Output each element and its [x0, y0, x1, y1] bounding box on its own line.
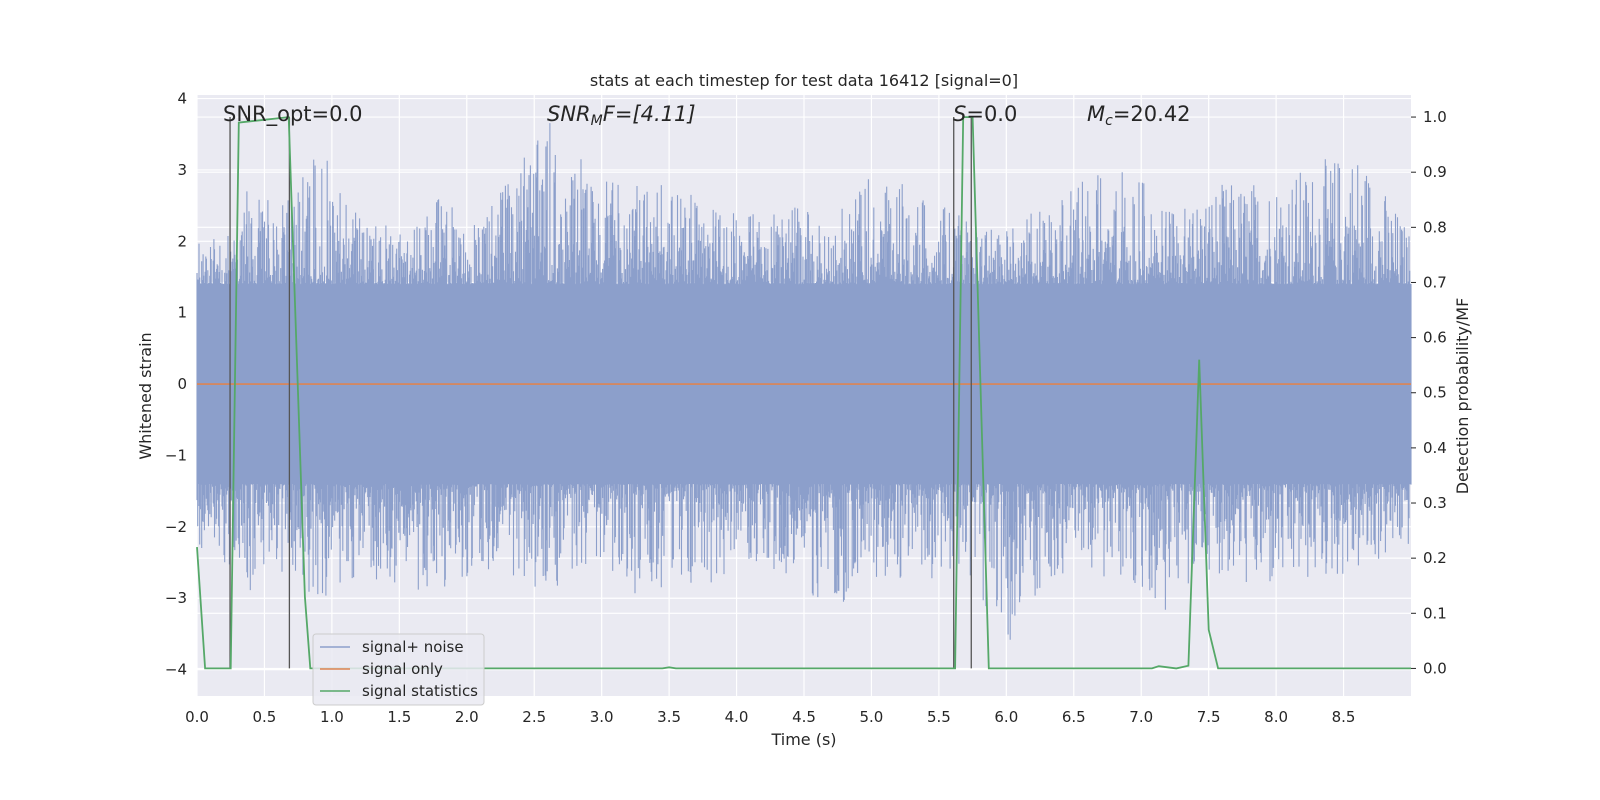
x-tick-label: 2.5	[522, 708, 546, 726]
y-right-tick-label: 0.5	[1423, 384, 1447, 402]
y-right-tick-label: 0.9	[1423, 163, 1447, 181]
annotation-snr-mf: SNRMF=[4.11]	[547, 102, 696, 129]
annotation-snr-mf-sub: M	[591, 113, 603, 129]
annotation-s-name: S	[953, 102, 966, 126]
x-axis-ticks: 0.0 0.5 1.0 1.5 2.0 2.5 3.0 3.5 4.0 4.5 5.0 5.5 6.0 6…	[185, 708, 1355, 726]
y-left-tick-label: −4	[165, 661, 187, 679]
x-tick-label: 0.0	[185, 708, 209, 726]
plot-area	[196, 116, 1412, 670]
y-left-axis-ticks: −4 −3 −2 −1 0 1 2 3 4	[165, 90, 187, 679]
x-tick-label: 4.5	[792, 708, 816, 726]
noise-strokes	[196, 123, 1412, 640]
legend: signal+ noise signal only signal statist…	[312, 633, 485, 706]
x-tick-label: 7.5	[1197, 708, 1221, 726]
x-tick-label: 7.0	[1129, 708, 1153, 726]
legend-label-signal-noise: signal+ noise	[362, 638, 464, 656]
y-left-tick-label: −1	[165, 446, 187, 464]
y-right-tick-label: 0.4	[1423, 439, 1447, 457]
annotation-mc: Mc=20.42	[1087, 102, 1191, 129]
legend-box	[312, 633, 485, 706]
y-left-tick-label: −2	[165, 518, 187, 536]
x-tick-label: 4.0	[725, 708, 749, 726]
y-right-tick-label: 0.6	[1423, 329, 1447, 347]
y-right-tick-label: 0.7	[1423, 273, 1447, 291]
x-tick-label: 2.0	[455, 708, 479, 726]
chart-title: stats at each timestep for test data 164…	[590, 71, 1018, 90]
x-tick-label: 5.0	[860, 708, 884, 726]
annotation-snr-mf-name: SNR	[547, 102, 591, 126]
vertical-markers	[229, 117, 972, 669]
y-left-axis-label: Whitened strain	[136, 332, 155, 459]
annotation-mc-rest: =20.42	[1113, 102, 1191, 126]
x-tick-label: 6.5	[1062, 708, 1086, 726]
y-right-axis-label: Detection probability/MF	[1453, 298, 1472, 495]
legend-label-signal-statistics: signal statistics	[362, 682, 478, 700]
annotation-snr-mf-rest: F=[4.11]	[603, 102, 696, 126]
y-right-tick-label: 0.1	[1423, 604, 1447, 622]
x-axis-label: Time (s)	[770, 730, 836, 749]
annotation-mc-sub: c	[1105, 113, 1113, 129]
x-tick-label: 1.5	[387, 708, 411, 726]
annotation-s-rest: =0.0	[966, 102, 1017, 126]
x-tick-label: 8.5	[1332, 708, 1356, 726]
y-right-axis-ticks: 0.0 0.1 0.2 0.3 0.4 0.5 0.6 0.7 0.8 0.9 1.0	[1411, 108, 1447, 677]
series-signal-statistics	[196, 116, 1411, 670]
y-right-tick-label: 0.0	[1423, 659, 1447, 677]
annotation-s: S=0.0	[953, 102, 1017, 126]
legend-label-signal-only: signal only	[362, 660, 443, 678]
x-tick-label: 0.5	[253, 708, 277, 726]
y-left-tick-label: 4	[177, 90, 187, 108]
x-tick-label: 6.0	[994, 708, 1018, 726]
x-tick-label: 3.0	[590, 708, 614, 726]
y-right-tick-label: 0.3	[1423, 494, 1447, 512]
y-left-tick-label: 1	[177, 304, 187, 322]
annotation-snr-opt: SNR_opt=0.0	[223, 102, 363, 127]
y-left-tick-label: 3	[177, 161, 187, 179]
x-tick-label: 1.0	[320, 708, 344, 726]
x-tick-label: 3.5	[657, 708, 681, 726]
y-left-tick-label: 0	[177, 375, 187, 393]
y-left-tick-label: −3	[165, 589, 187, 607]
y-right-tick-label: 1.0	[1423, 108, 1447, 126]
annotation-mc-name: M	[1087, 102, 1105, 126]
x-tick-label: 8.0	[1264, 708, 1288, 726]
signal-statistics-line	[196, 116, 1411, 670]
y-right-tick-label: 0.2	[1423, 549, 1447, 567]
y-right-tick-label: 0.8	[1423, 218, 1447, 236]
y-left-tick-label: 2	[177, 232, 187, 250]
x-tick-label: 5.5	[927, 708, 951, 726]
